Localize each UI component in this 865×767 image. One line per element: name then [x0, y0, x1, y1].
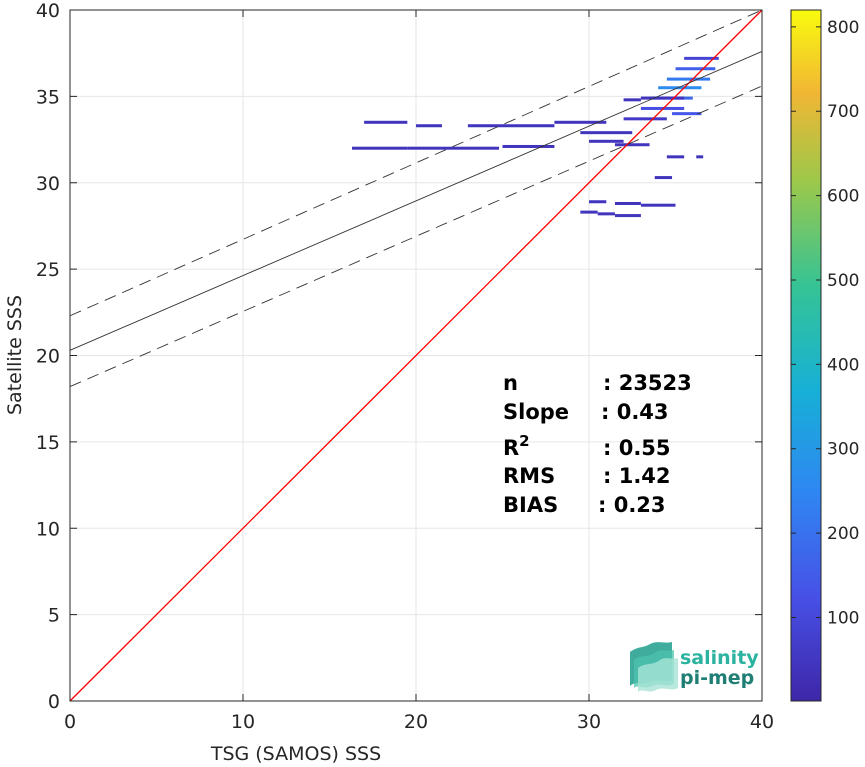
one-to-one-line [69, 9, 763, 702]
density-segment [614, 214, 641, 218]
logo-line2: pi-mep [680, 667, 754, 689]
y-tick-label: 25 [36, 259, 60, 281]
density-segment [351, 146, 408, 150]
colorbar-tick-label: 800 [827, 18, 859, 38]
logo-line1: salinity [680, 647, 759, 669]
colorbar-bar [790, 9, 822, 702]
density-segment [672, 112, 702, 116]
density-segment [623, 117, 667, 121]
density-segment [614, 201, 641, 205]
density-segment [684, 56, 719, 60]
density-segment [640, 203, 676, 207]
density-segment [502, 144, 555, 148]
density-segment [654, 176, 673, 180]
colorbar-tick-label: 100 [827, 608, 859, 628]
stat-value: : 0.43 [601, 400, 669, 424]
density-segment [658, 86, 702, 90]
colorbar-tick-label: 400 [827, 355, 859, 375]
stats-box: n : 23523 Slope : 0.43 R2 : 0.55 RMS : 1.42 BIAS… [503, 371, 692, 517]
y-axis-label: Satellite SSS [4, 295, 26, 415]
x-tick-label: 40 [750, 711, 774, 733]
x-tick-label: 30 [577, 711, 601, 733]
colorbar-tick-label: 200 [827, 524, 859, 544]
density-segment [580, 131, 633, 135]
y-tick-label: 5 [48, 605, 60, 627]
density-segment [614, 143, 650, 147]
stat-label: BIAS [503, 493, 558, 517]
confidence-bound-line [69, 9, 763, 317]
density-segment [666, 155, 685, 159]
density-points [351, 56, 719, 218]
stat-label: Slope [503, 400, 569, 424]
y-tick-label: 20 [36, 346, 60, 368]
y-tick-label: 40 [36, 0, 60, 22]
density-segment [589, 200, 607, 204]
colorbar: 100 200 300 400 500 600 700 800 [790, 9, 859, 702]
density-segment [364, 120, 408, 124]
x-axis-label: TSG (SAMOS) SSS [210, 743, 381, 765]
density-segment [407, 146, 500, 150]
confidence-bound-line [69, 85, 763, 388]
x-tick-label: 10 [231, 711, 255, 733]
colorbar-tick-label: 600 [827, 187, 859, 207]
density-segment [589, 139, 624, 143]
colorbar-tick-label: 300 [827, 440, 859, 460]
density-segment [666, 77, 711, 81]
stat-label: n [503, 371, 518, 395]
x-tick-label: 20 [404, 711, 428, 733]
stat-value: : 0.23 [598, 493, 666, 517]
density-segment [554, 120, 607, 124]
x-tick-label: 0 [64, 711, 76, 733]
density-segment [696, 155, 704, 159]
density-segment [675, 67, 716, 71]
stat-label: RMS [503, 464, 555, 488]
salinity-pimep-logo: salinity pi-mep [630, 642, 759, 692]
stat-value: : 0.55 [603, 436, 671, 460]
stat-superscript: 2 [519, 432, 529, 450]
colorbar-tick-label: 700 [827, 102, 859, 122]
stat-value: : 23523 [603, 371, 692, 395]
y-tick-label: 0 [48, 691, 60, 713]
density-segment [640, 96, 685, 100]
y-tick-label: 10 [36, 518, 60, 540]
reference-lines [69, 9, 763, 702]
density-segment [623, 98, 641, 102]
density-segment [467, 124, 555, 128]
axis-ticks: 0 10 20 30 40 0 5 10 15 20 25 30 35 40 [36, 0, 774, 733]
density-segment [416, 124, 442, 128]
regression-line [69, 51, 763, 351]
y-tick-label: 15 [36, 432, 60, 454]
y-tick-label: 35 [36, 86, 60, 108]
y-tick-label: 30 [36, 173, 60, 195]
stat-label: R2 [503, 432, 530, 460]
density-segment [580, 210, 598, 214]
logo-wave-icon-3 [638, 658, 678, 692]
density-segment [597, 212, 615, 216]
colorbar-tick-label: 500 [827, 271, 859, 291]
stat-value: : 1.42 [603, 464, 671, 488]
